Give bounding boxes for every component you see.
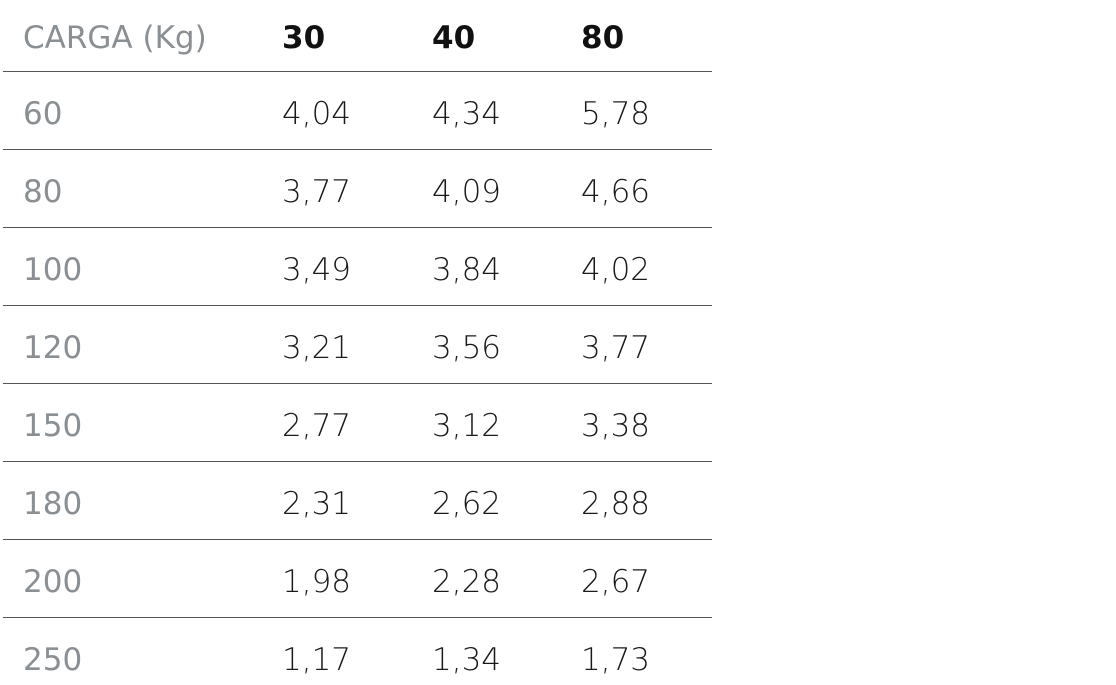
row-label: 200	[23, 564, 83, 600]
row-label: 180	[23, 486, 83, 522]
table-cell: 1,17	[282, 642, 352, 678]
row-label: 100	[23, 252, 83, 288]
table-cell: 3,77	[581, 330, 651, 366]
row-label: 150	[23, 408, 83, 444]
header-cell: 40	[432, 20, 476, 56]
table-cell: 3,49	[282, 252, 352, 288]
row-divider	[3, 149, 712, 150]
table-cell: 3,56	[432, 330, 502, 366]
table-cell: 4,02	[581, 252, 651, 288]
table-cell: 3,12	[432, 408, 502, 444]
row-label: 250	[23, 642, 83, 678]
row-divider	[3, 539, 712, 540]
table-cell: 1,34	[432, 642, 502, 678]
table-cell: 4,04	[282, 96, 352, 132]
table-cell: 2,31	[282, 486, 352, 522]
table-cell: 1,73	[581, 642, 651, 678]
table-cell: 1,98	[282, 564, 352, 600]
row-divider	[3, 617, 712, 618]
row-label: 60	[23, 96, 63, 132]
row-divider	[3, 461, 712, 462]
table-cell: 3,84	[432, 252, 502, 288]
table-cell: 2,67	[581, 564, 651, 600]
table-cell: 3,21	[282, 330, 352, 366]
table-cell: 2,28	[432, 564, 502, 600]
row-label: 120	[23, 330, 83, 366]
table-cell: 3,77	[282, 174, 352, 210]
row-divider	[3, 383, 712, 384]
table: CARGA (Kg) 30 40 80 60 4,04 4,34 5,78 80 3,77 4,09…	[3, 0, 712, 685]
header-cell: 80	[581, 20, 625, 56]
table-cell: 3,38	[581, 408, 651, 444]
table-cell: 2,77	[282, 408, 352, 444]
table-cell: 4,09	[432, 174, 502, 210]
table-cell: 5,78	[581, 96, 651, 132]
row-divider	[3, 71, 712, 72]
row-divider	[3, 305, 712, 306]
table-cell: 2,62	[432, 486, 502, 522]
row-label: 80	[23, 174, 63, 210]
table-cell: 4,34	[432, 96, 502, 132]
table-cell: 4,66	[581, 174, 651, 210]
table-cell: 2,88	[581, 486, 651, 522]
row-divider	[3, 227, 712, 228]
header-cell: 30	[282, 20, 326, 56]
header-label: CARGA (Kg)	[23, 20, 207, 56]
